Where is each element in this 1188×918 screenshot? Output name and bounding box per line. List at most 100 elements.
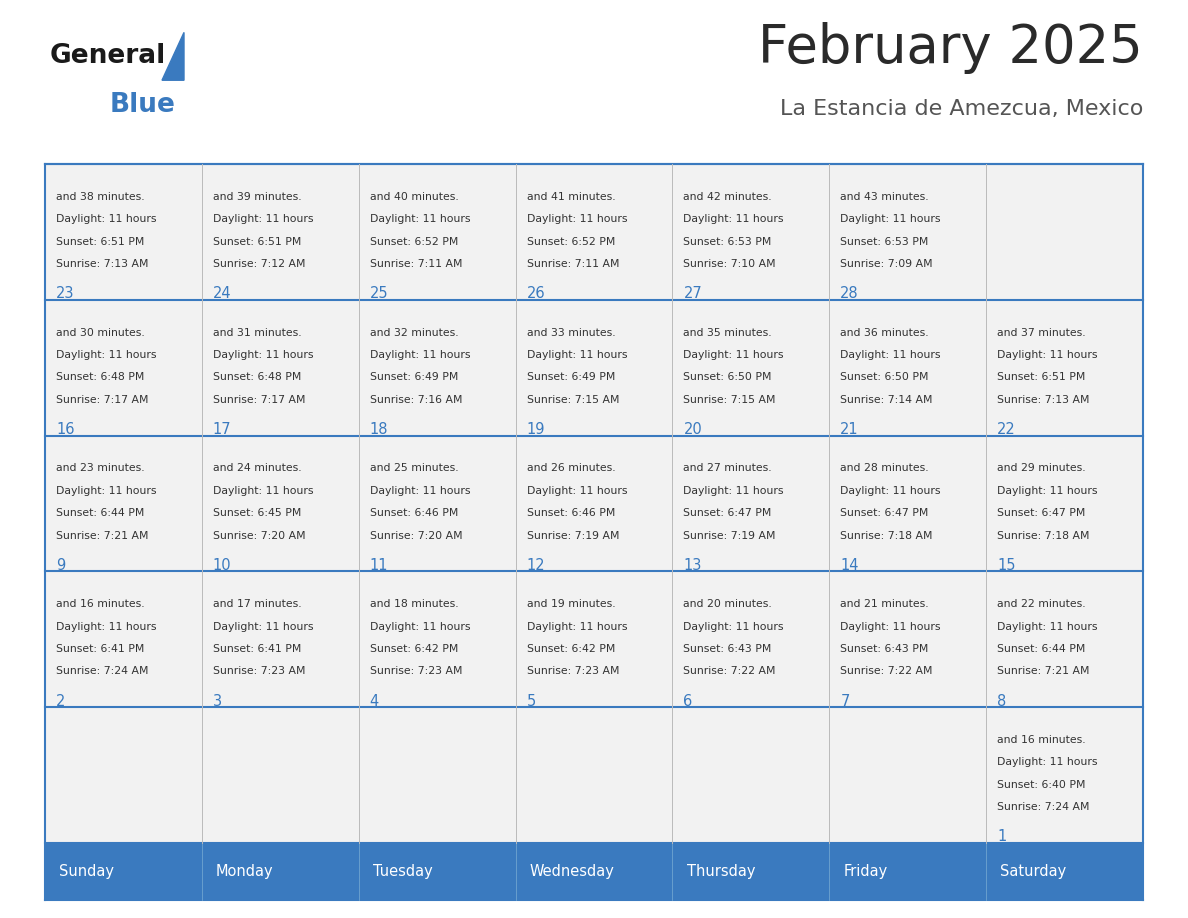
Text: Daylight: 11 hours: Daylight: 11 hours	[683, 621, 784, 632]
Bar	[202, 435, 359, 571]
Text: 25: 25	[369, 286, 388, 301]
Text: General: General	[50, 42, 166, 69]
Text: Sunset: 6:52 PM: Sunset: 6:52 PM	[369, 237, 459, 247]
Text: Daylight: 11 hours: Daylight: 11 hours	[683, 350, 784, 360]
Text: and 36 minutes.: and 36 minutes.	[840, 328, 929, 338]
Bar	[829, 843, 986, 900]
Bar	[202, 300, 359, 435]
Text: 8: 8	[997, 694, 1006, 709]
Bar	[829, 300, 986, 435]
Text: Daylight: 11 hours: Daylight: 11 hours	[997, 350, 1098, 360]
Bar	[672, 300, 829, 435]
Bar	[516, 164, 672, 300]
Text: Sunrise: 7:15 AM: Sunrise: 7:15 AM	[683, 395, 776, 405]
Text: Sunrise: 7:17 AM: Sunrise: 7:17 AM	[56, 395, 148, 405]
Text: Sunset: 6:46 PM: Sunset: 6:46 PM	[526, 509, 615, 519]
Text: Sunset: 6:53 PM: Sunset: 6:53 PM	[683, 237, 772, 247]
Text: and 16 minutes.: and 16 minutes.	[56, 599, 145, 610]
Bar	[45, 843, 202, 900]
Text: Monday: Monday	[216, 864, 273, 879]
Text: Sunset: 6:49 PM: Sunset: 6:49 PM	[526, 373, 615, 383]
Bar	[986, 435, 1143, 571]
Text: Daylight: 11 hours: Daylight: 11 hours	[526, 214, 627, 224]
Text: 1: 1	[997, 829, 1006, 845]
Text: and 21 minutes.: and 21 minutes.	[840, 599, 929, 610]
Text: Daylight: 11 hours: Daylight: 11 hours	[56, 486, 157, 496]
Text: and 33 minutes.: and 33 minutes.	[526, 328, 615, 338]
Text: 17: 17	[213, 422, 232, 437]
Text: and 37 minutes.: and 37 minutes.	[997, 328, 1086, 338]
Text: Sunset: 6:43 PM: Sunset: 6:43 PM	[840, 644, 929, 654]
Text: Sunrise: 7:17 AM: Sunrise: 7:17 AM	[213, 395, 305, 405]
Text: 13: 13	[683, 558, 702, 573]
Text: Daylight: 11 hours: Daylight: 11 hours	[56, 214, 157, 224]
Text: 28: 28	[840, 286, 859, 301]
Bar	[829, 571, 986, 707]
Text: and 30 minutes.: and 30 minutes.	[56, 328, 145, 338]
Text: Sunset: 6:45 PM: Sunset: 6:45 PM	[213, 509, 302, 519]
Text: Sunrise: 7:09 AM: Sunrise: 7:09 AM	[840, 259, 933, 269]
Text: Sunset: 6:51 PM: Sunset: 6:51 PM	[56, 237, 145, 247]
Text: Sunrise: 7:19 AM: Sunrise: 7:19 AM	[683, 531, 776, 541]
Text: 20: 20	[683, 422, 702, 437]
Text: and 22 minutes.: and 22 minutes.	[997, 599, 1086, 610]
Text: 21: 21	[840, 422, 859, 437]
Text: Sunrise: 7:15 AM: Sunrise: 7:15 AM	[526, 395, 619, 405]
Text: 22: 22	[997, 422, 1016, 437]
Text: and 20 minutes.: and 20 minutes.	[683, 599, 772, 610]
Text: Daylight: 11 hours: Daylight: 11 hours	[213, 350, 314, 360]
Text: Sunrise: 7:23 AM: Sunrise: 7:23 AM	[369, 666, 462, 677]
Text: Sunset: 6:48 PM: Sunset: 6:48 PM	[213, 373, 302, 383]
Text: Daylight: 11 hours: Daylight: 11 hours	[840, 214, 941, 224]
Bar	[359, 707, 516, 843]
Text: 16: 16	[56, 422, 75, 437]
Text: Sunrise: 7:21 AM: Sunrise: 7:21 AM	[56, 531, 148, 541]
Bar	[986, 164, 1143, 300]
Bar	[45, 435, 202, 571]
Bar	[516, 300, 672, 435]
Text: and 28 minutes.: and 28 minutes.	[840, 464, 929, 474]
Text: Sunset: 6:50 PM: Sunset: 6:50 PM	[840, 373, 929, 383]
Text: 2: 2	[56, 694, 65, 709]
Bar	[359, 843, 516, 900]
Text: Sunset: 6:49 PM: Sunset: 6:49 PM	[369, 373, 459, 383]
Text: Daylight: 11 hours: Daylight: 11 hours	[213, 486, 314, 496]
Text: February 2025: February 2025	[758, 22, 1143, 73]
Text: and 18 minutes.: and 18 minutes.	[369, 599, 459, 610]
Text: 27: 27	[683, 286, 702, 301]
Text: Sunrise: 7:11 AM: Sunrise: 7:11 AM	[526, 259, 619, 269]
Text: Daylight: 11 hours: Daylight: 11 hours	[526, 621, 627, 632]
Text: and 25 minutes.: and 25 minutes.	[369, 464, 459, 474]
Text: Blue: Blue	[110, 92, 176, 118]
Text: Sunrise: 7:18 AM: Sunrise: 7:18 AM	[997, 531, 1089, 541]
Text: Sunrise: 7:23 AM: Sunrise: 7:23 AM	[526, 666, 619, 677]
Polygon shape	[162, 32, 184, 80]
Text: 15: 15	[997, 558, 1016, 573]
Bar	[516, 707, 672, 843]
Text: Sunset: 6:40 PM: Sunset: 6:40 PM	[997, 779, 1086, 789]
Text: Sunrise: 7:12 AM: Sunrise: 7:12 AM	[213, 259, 305, 269]
Bar	[672, 435, 829, 571]
Bar	[359, 164, 516, 300]
Text: 11: 11	[369, 558, 388, 573]
Text: Sunset: 6:42 PM: Sunset: 6:42 PM	[526, 644, 615, 654]
Bar	[516, 435, 672, 571]
Text: Daylight: 11 hours: Daylight: 11 hours	[56, 350, 157, 360]
Text: Daylight: 11 hours: Daylight: 11 hours	[683, 486, 784, 496]
Bar	[45, 164, 202, 300]
Bar	[516, 843, 672, 900]
Text: Sunset: 6:41 PM: Sunset: 6:41 PM	[56, 644, 145, 654]
Text: Sunset: 6:51 PM: Sunset: 6:51 PM	[997, 373, 1086, 383]
Text: and 39 minutes.: and 39 minutes.	[213, 192, 302, 202]
Text: 3: 3	[213, 694, 222, 709]
Text: and 26 minutes.: and 26 minutes.	[526, 464, 615, 474]
Bar	[202, 571, 359, 707]
Bar	[202, 707, 359, 843]
Text: and 42 minutes.: and 42 minutes.	[683, 192, 772, 202]
Text: Daylight: 11 hours: Daylight: 11 hours	[213, 214, 314, 224]
Text: 9: 9	[56, 558, 65, 573]
Text: Saturday: Saturday	[1000, 864, 1067, 879]
Text: 12: 12	[526, 558, 545, 573]
Bar	[45, 571, 202, 707]
Text: Daylight: 11 hours: Daylight: 11 hours	[997, 621, 1098, 632]
